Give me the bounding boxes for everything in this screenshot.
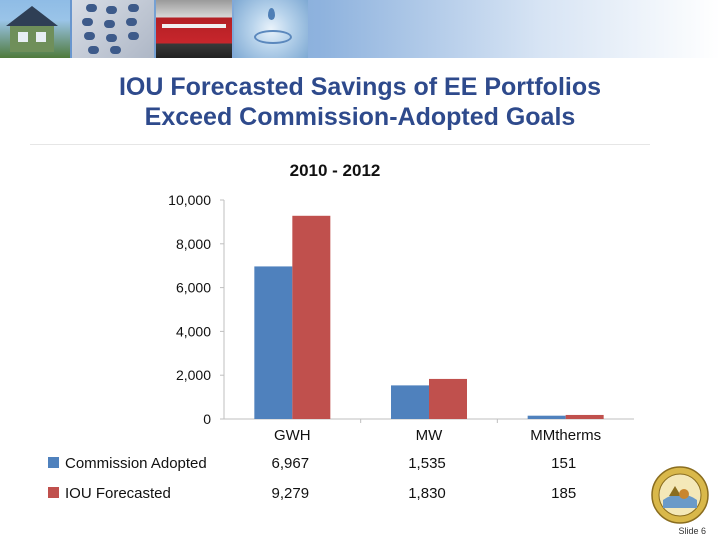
x-category-label: GWH xyxy=(274,427,311,444)
y-tick-label: 4,000 xyxy=(176,323,211,339)
bar-mw-iou xyxy=(429,378,467,419)
bar-mmtherms-iou xyxy=(565,414,604,419)
header-banner xyxy=(0,0,720,58)
data-table-value: 9,279 xyxy=(272,485,310,502)
bar-gwh-iou xyxy=(292,215,331,419)
slide-title: IOU Forecasted Savings of EE Portfolios … xyxy=(0,72,720,132)
keypad-photo xyxy=(72,0,154,58)
bar-gwh-commission xyxy=(254,266,293,419)
data-table-value: 151 xyxy=(551,455,576,472)
data-table-value: 1,830 xyxy=(408,485,446,502)
legend-swatch-commission xyxy=(48,457,59,468)
chart-title: 2010 - 2012 xyxy=(290,161,381,180)
california-seal-icon xyxy=(651,466,709,524)
bar-mw-commission xyxy=(391,385,429,419)
y-tick-label: 6,000 xyxy=(176,280,211,296)
slide-title-line-2: Exceed Commission-Adopted Goals xyxy=(144,103,576,131)
y-tick-label: 2,000 xyxy=(176,367,211,383)
title-divider xyxy=(30,144,650,145)
legend-swatch-iou xyxy=(48,487,59,498)
data-table-value: 6,967 xyxy=(272,455,310,472)
legend-label: IOU Forecasted xyxy=(65,485,171,502)
x-category-label: MW xyxy=(416,427,443,444)
slide-number: Slide 6 xyxy=(678,526,706,536)
train-photo xyxy=(156,0,232,58)
x-category-label: MMtherms xyxy=(530,427,601,444)
data-table-value: 1,535 xyxy=(408,455,446,472)
y-tick-label: 8,000 xyxy=(176,236,211,252)
water-drop-photo xyxy=(234,0,308,58)
slide-title-line-1: IOU Forecasted Savings of EE Portfolios xyxy=(118,73,602,101)
data-table-value: 185 xyxy=(551,485,576,502)
y-tick-label: 10,000 xyxy=(168,192,211,208)
legend-label: Commission Adopted xyxy=(65,455,207,472)
house-solar-photo xyxy=(0,0,70,58)
y-tick-label: 0 xyxy=(203,411,211,427)
bar-mmtherms-commission xyxy=(527,415,566,419)
